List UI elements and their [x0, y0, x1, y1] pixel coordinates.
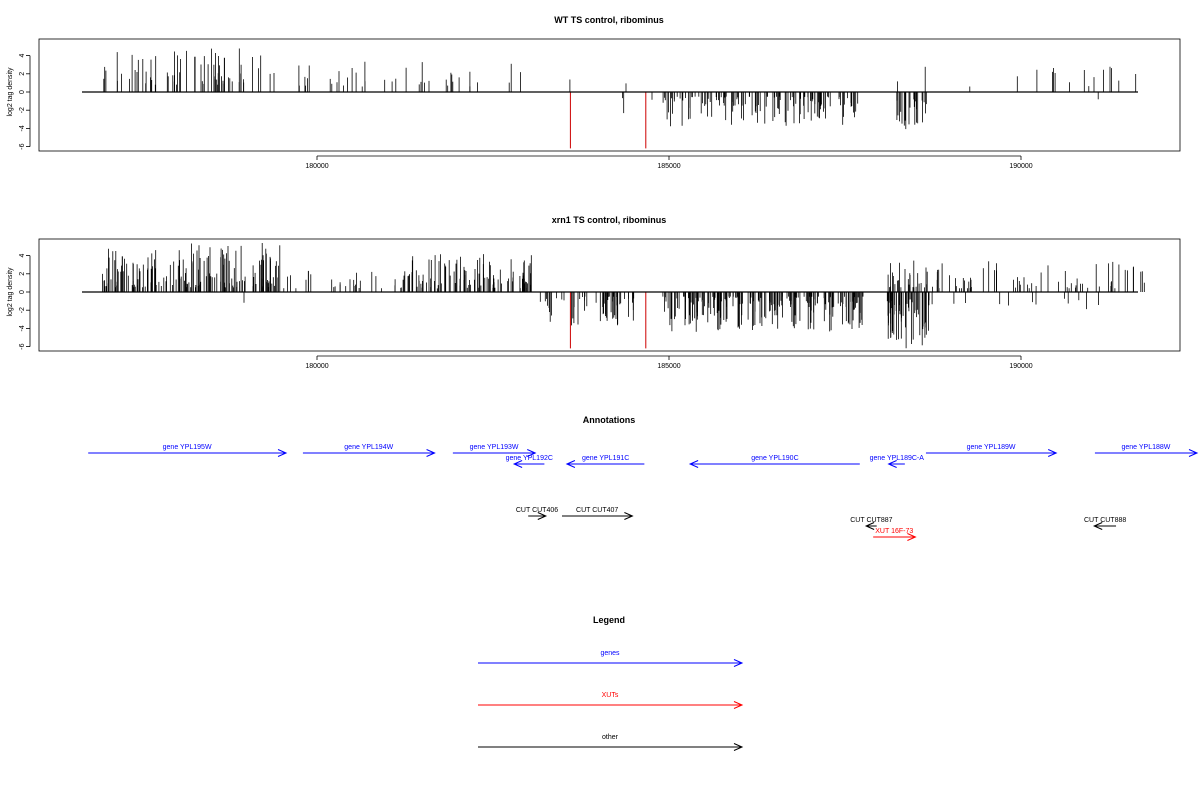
arrow-head — [1188, 449, 1199, 457]
wt-y-axis: 4 2 0 -2 -4 -6 — [19, 54, 31, 150]
legend-item: genes — [478, 650, 744, 667]
arrow-head — [733, 701, 744, 709]
wt-x-axis: 180000 185000 190000 — [305, 155, 1033, 170]
arrow-head — [864, 522, 875, 530]
xrn1-density-panel: xrn1 TS control, ribominus 4 2 0 -2 -4 -6 180… — [7, 215, 1181, 370]
annotation-label: gene YPL189W — [967, 444, 1016, 451]
arrow-head — [1092, 522, 1103, 530]
y-tick-label: -4 — [19, 125, 26, 131]
x-tick-label: 180000 — [305, 363, 328, 370]
x-tick-label: 190000 — [1009, 363, 1032, 370]
annotation-label: CUT CUT887 — [850, 517, 892, 524]
arrow-head — [537, 512, 548, 520]
annotation-label: XUT 16F-73 — [875, 528, 913, 535]
wt-red-markers — [569, 92, 647, 149]
arrow-head — [1047, 449, 1058, 457]
y-tick-label: 0 — [19, 290, 26, 294]
annotation-other: CUT CUT888 — [1084, 517, 1126, 530]
annotation-gene: gene YPL189W — [925, 444, 1058, 457]
annotation-gene: gene YPL190C — [688, 455, 860, 468]
annotation-gene: gene YPL191C — [565, 455, 645, 468]
annotation-other: CUT CUT406 — [516, 507, 558, 520]
legend-item-label: XUTs — [602, 692, 619, 699]
annotation-label: gene YPL192C — [506, 455, 553, 462]
annotation-other: CUT CUT887 — [850, 517, 893, 530]
annotation-label: gene YPL195W — [163, 444, 212, 451]
annotation-label: gene YPL194W — [344, 444, 393, 451]
wt-panel-title: WT TS control, ribominus — [554, 15, 664, 25]
xrn1-y-axis: 4 2 0 -2 -4 -6 — [19, 254, 31, 350]
arrow-head — [527, 449, 537, 457]
xrn1-density-bars — [102, 243, 1145, 349]
annotation-label: CUT CUT407 — [576, 507, 618, 514]
annotation-label: CUT CUT406 — [516, 507, 558, 514]
legend: Legend genes XUTs other — [478, 615, 744, 751]
y-tick-label: -4 — [19, 325, 26, 331]
arrow-head — [512, 460, 523, 468]
legend-item: XUTs — [478, 692, 744, 709]
annotation-gene: gene YPL192C — [506, 455, 553, 468]
y-tick-label: -6 — [19, 343, 26, 349]
annotations-track: Annotations gene YPL195W gene YPL194W gene… — [88, 415, 1199, 541]
y-tick-label: -2 — [19, 107, 26, 113]
legend-title: Legend — [593, 615, 625, 625]
arrow-head — [733, 743, 744, 751]
annotation-label: gene YPL191C — [582, 455, 629, 462]
arrow-head — [733, 659, 744, 667]
wt-plot-frame — [38, 38, 1181, 152]
annotations-title: Annotations — [583, 415, 636, 425]
y-tick-label: -6 — [19, 143, 26, 149]
annotation-label: gene YPL193W — [470, 444, 519, 451]
xrn1-plot-frame — [38, 238, 1181, 352]
xrn1-y-axis-label: log2 tag density — [7, 267, 14, 317]
legend-items: genes XUTs other — [478, 650, 744, 751]
legend-item-label: genes — [600, 650, 620, 657]
legend-item-label: other — [602, 734, 619, 741]
wt-y-axis-label: log2 tag density — [7, 67, 14, 117]
y-tick-label: 2 — [19, 272, 26, 276]
y-tick-label: 2 — [19, 72, 26, 76]
arrow-head — [565, 460, 576, 468]
x-tick-label: 180000 — [305, 163, 328, 170]
xrn1-x-axis: 180000 185000 190000 — [305, 355, 1033, 370]
xrn1-panel-title: xrn1 TS control, ribominus — [552, 215, 667, 225]
annotation-other: CUT CUT407 — [561, 507, 634, 520]
x-tick-label: 185000 — [657, 363, 680, 370]
y-tick-label: 0 — [19, 90, 26, 94]
xrn1-red-markers — [569, 292, 647, 349]
annotation-label: gene YPL189C-A — [870, 455, 925, 462]
y-tick-label: -2 — [19, 307, 26, 313]
arrow-head — [624, 512, 634, 520]
annotation-gene: gene YPL188W — [1094, 444, 1199, 457]
arrow-head — [688, 460, 699, 468]
annotation-label: gene YPL188W — [1121, 444, 1170, 451]
annotation-gene: gene YPL195W — [88, 444, 288, 457]
y-tick-label: 4 — [19, 54, 26, 58]
annotation-label: gene YPL190C — [751, 455, 798, 462]
arrow-head — [907, 533, 917, 541]
arrow-head — [277, 449, 288, 457]
legend-item: other — [478, 734, 744, 751]
annotation-label: CUT CUT888 — [1084, 517, 1126, 524]
annotation-gene: gene YPL193W — [452, 444, 537, 457]
wt-density-bars — [103, 48, 1137, 130]
y-tick-label: 4 — [19, 254, 26, 258]
x-tick-label: 185000 — [657, 163, 680, 170]
annotation-xut: XUT 16F-73 — [873, 528, 917, 541]
annotation-gene: gene YPL194W — [302, 444, 436, 457]
wt-density-panel: WT TS control, ribominus 4 2 0 -2 -4 -6 18000… — [7, 15, 1181, 170]
arrow-head — [887, 460, 897, 468]
arrow-head — [426, 449, 436, 457]
annotation-gene: gene YPL189C-A — [870, 455, 925, 468]
x-tick-label: 190000 — [1009, 163, 1032, 170]
annotation-features: gene YPL195W gene YPL194W gene YPL193W gene… — [88, 444, 1199, 541]
